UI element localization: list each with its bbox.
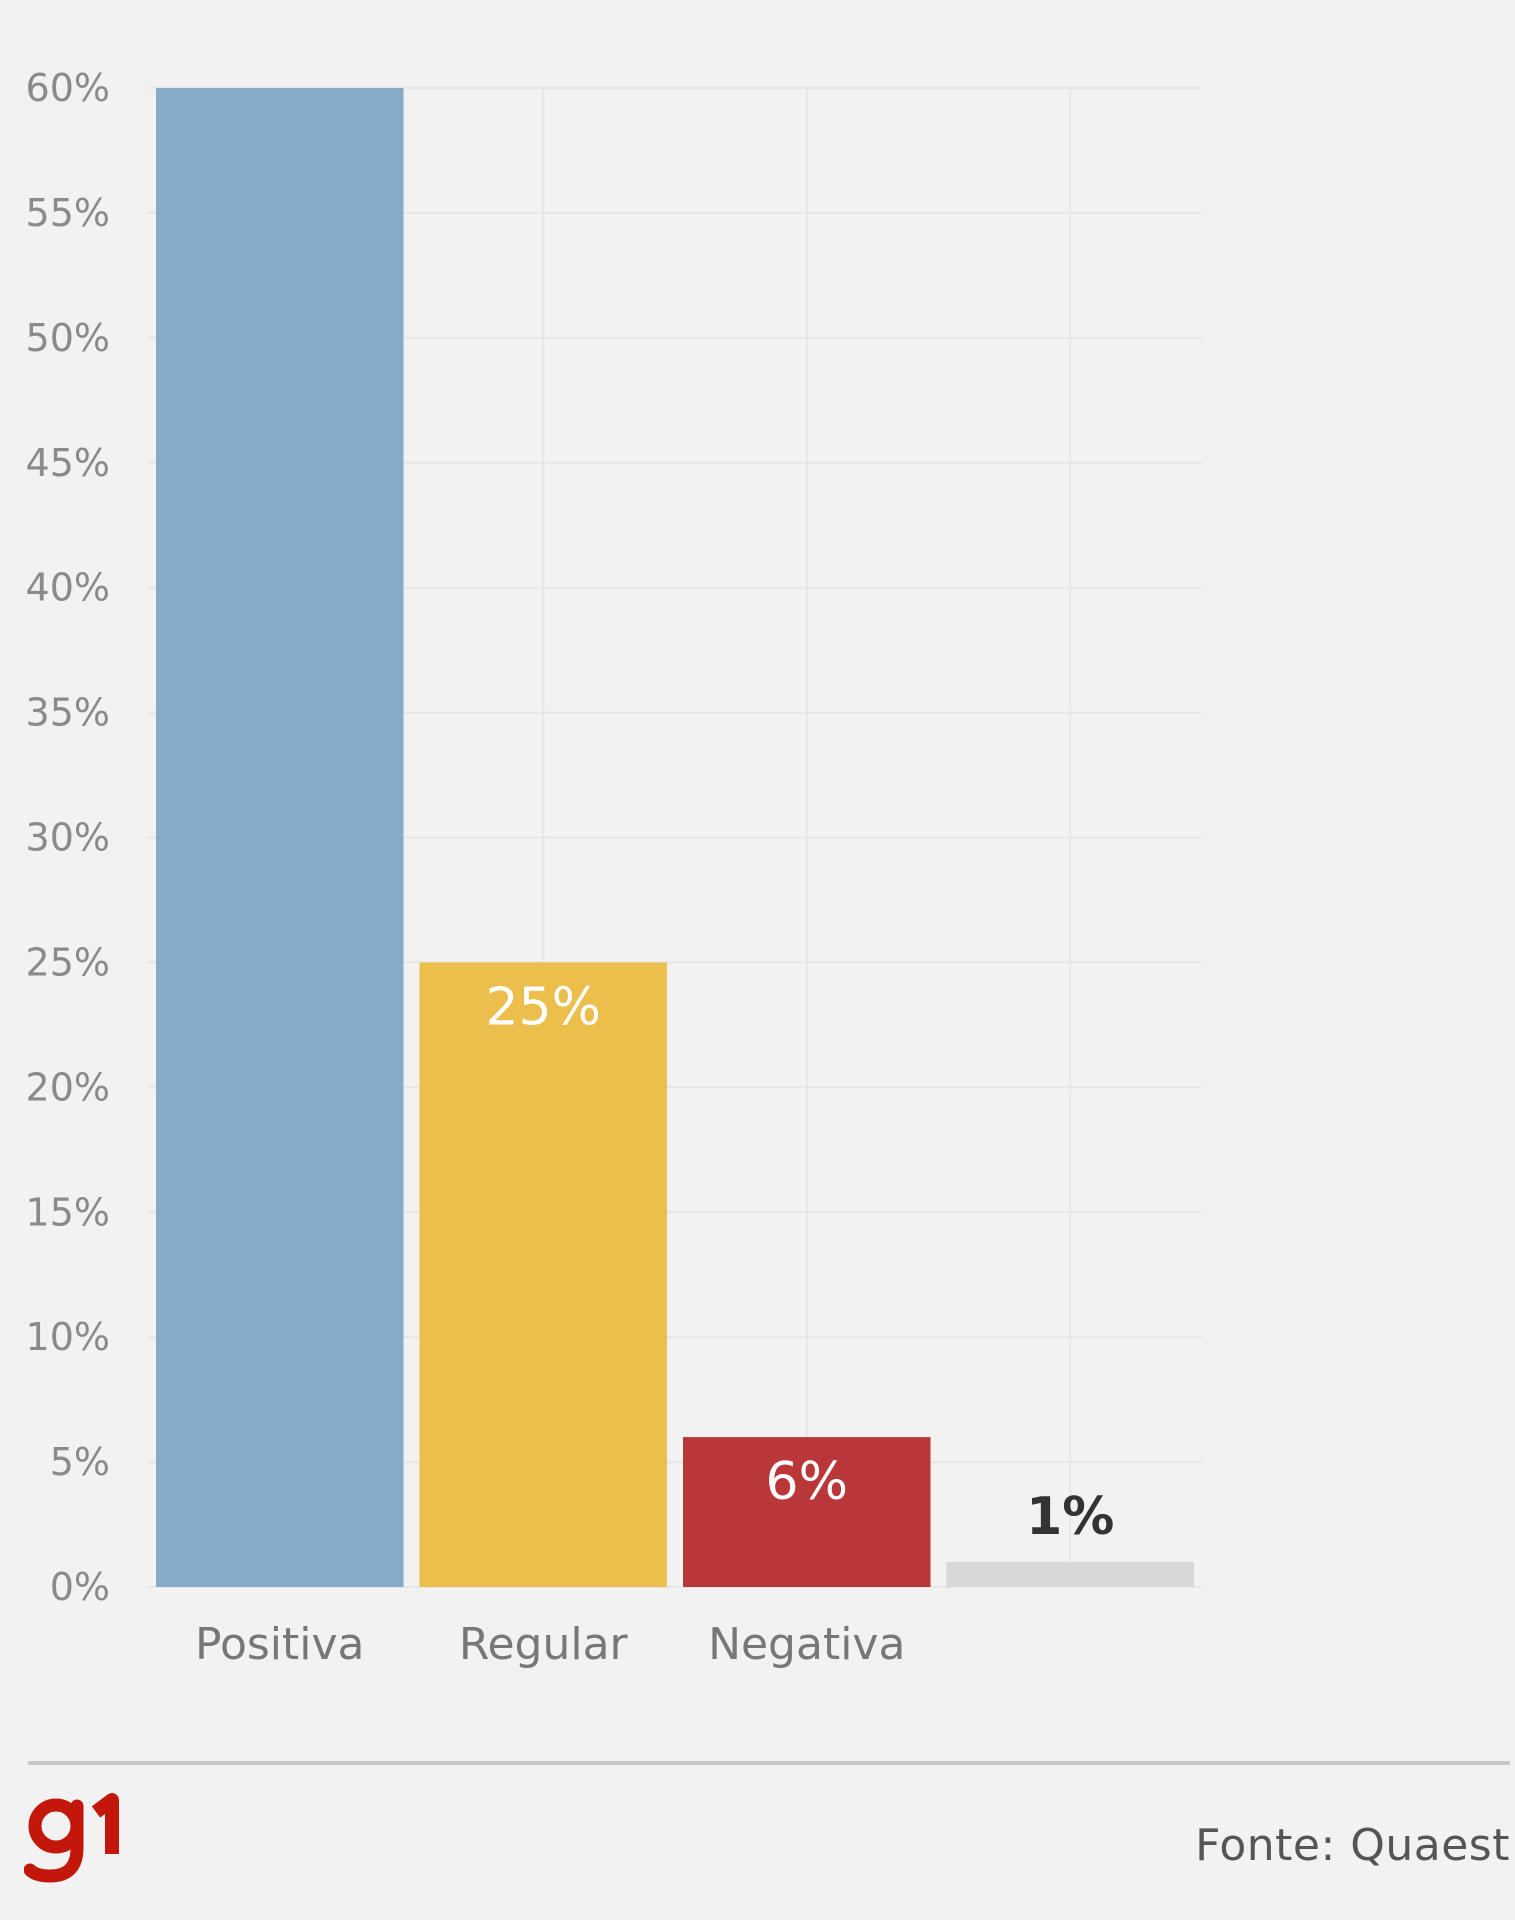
bar-positiva	[156, 88, 404, 1587]
g1-logo	[24, 1793, 119, 1883]
x-tick-label: Regular	[459, 1619, 629, 1670]
y-tick-label: 0%	[50, 1565, 110, 1609]
y-tick-label: 5%	[50, 1440, 110, 1484]
bars-group	[156, 88, 1194, 1587]
y-tick-label: 35%	[26, 691, 110, 735]
bar-chart: 0% 5% 10% 15% 20% 25% 30% 35% 40% 45% 50% 55% 60% 25…	[26, 66, 1202, 1670]
y-axis: 0% 5% 10% 15% 20% 25% 30% 35% 40% 45% 50% 55% 60%	[26, 66, 110, 1609]
g1-logo-mark	[24, 1793, 119, 1883]
footer-divider	[28, 1761, 1510, 1765]
y-tick-label: 15%	[26, 1190, 110, 1234]
y-tick-label: 45%	[26, 441, 110, 485]
y-tick-label: 30%	[26, 816, 110, 860]
bar-negativa	[683, 1437, 931, 1587]
y-tick-label: 40%	[26, 566, 110, 610]
y-tick-label: 55%	[26, 191, 110, 235]
x-tick-label: Positiva	[195, 1619, 365, 1670]
data-label: 1%	[1026, 1487, 1114, 1547]
bar-regular	[419, 962, 667, 1587]
data-label: 25%	[485, 977, 601, 1037]
x-tick-label: Negativa	[708, 1619, 905, 1670]
data-label: 6%	[766, 1452, 849, 1512]
y-tick-label: 60%	[26, 66, 110, 110]
x-axis: Positiva Regular Negativa	[195, 1619, 905, 1670]
y-tick-label: 25%	[26, 940, 110, 984]
y-tick-label: 50%	[26, 316, 110, 360]
y-tick-label: 10%	[26, 1315, 110, 1359]
source-credit: Fonte: Quaest	[1195, 1820, 1510, 1871]
bar-blank	[946, 1562, 1194, 1587]
y-tick-label: 20%	[26, 1065, 110, 1109]
data-labels: 25% 6% 1%	[485, 977, 1114, 1547]
